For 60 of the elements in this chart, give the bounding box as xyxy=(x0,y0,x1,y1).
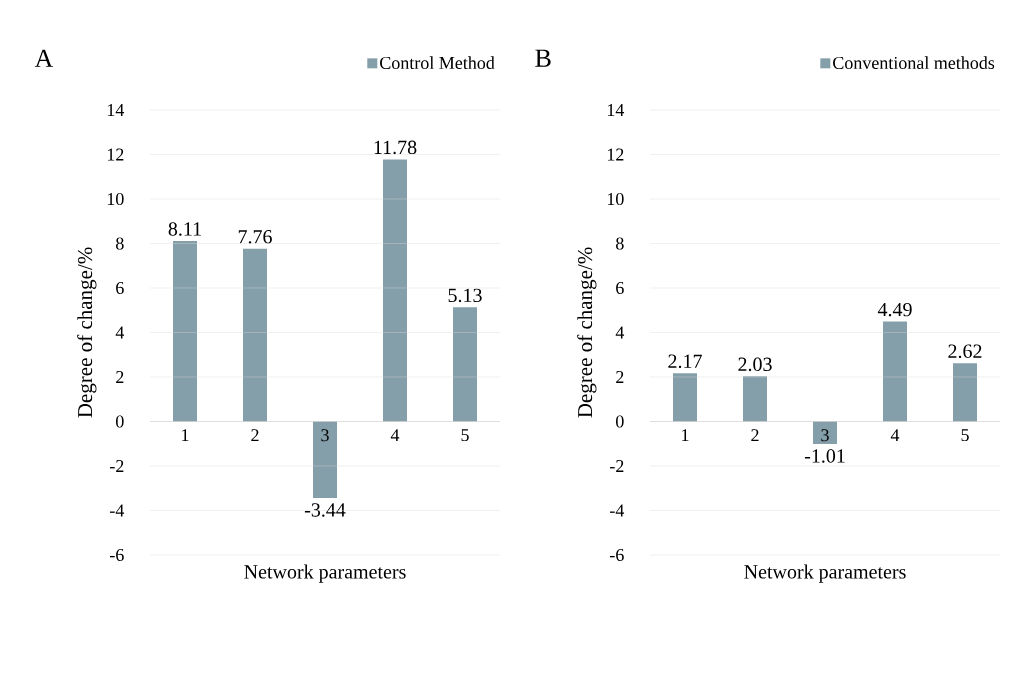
y-tick-label: 8 xyxy=(616,237,624,250)
data-label: 4.49 xyxy=(877,302,912,317)
chart-title: A xyxy=(34,49,54,67)
y-tick-label: 2 xyxy=(116,371,124,383)
y-tick-label: -2 xyxy=(110,460,124,472)
bar xyxy=(313,421,337,499)
data-label: 2.62 xyxy=(948,344,982,358)
y-tick-label: 12 xyxy=(107,148,124,161)
y-tick-label: 14 xyxy=(107,104,125,116)
y-tick-label: -4 xyxy=(110,504,125,517)
y-axis-title: Degree of change/% xyxy=(77,247,97,418)
y-axis-title: Degree of change/% xyxy=(577,247,597,418)
y-tick-label: -6 xyxy=(610,548,624,562)
bar xyxy=(813,421,838,444)
bar xyxy=(243,248,267,422)
bar xyxy=(743,376,768,422)
y-tick-label: 14 xyxy=(607,104,625,116)
x-tick-label: 5 xyxy=(961,429,969,442)
chart-title: B xyxy=(535,49,551,67)
y-tick-label: -2 xyxy=(610,460,624,472)
y-tick-label: 6 xyxy=(116,281,124,295)
data-label: 8.11 xyxy=(168,222,201,236)
data-label: 2.17 xyxy=(668,354,702,369)
legend-label: Conventional methods xyxy=(833,56,995,70)
x-tick-label: 1 xyxy=(182,429,189,442)
bar xyxy=(953,363,978,422)
y-tick-label: 10 xyxy=(107,192,124,206)
y-tick-label: 4 xyxy=(115,326,125,339)
x-tick-label: 3 xyxy=(321,429,329,442)
x-tick-label: 1 xyxy=(682,429,689,442)
x-tick-label: 4 xyxy=(890,429,900,442)
bar xyxy=(673,373,698,422)
x-tick-label: 5 xyxy=(461,429,469,442)
y-tick-label: 0 xyxy=(616,415,624,428)
y-tick-label: -4 xyxy=(610,504,625,517)
bar xyxy=(453,307,478,422)
bar xyxy=(173,241,197,422)
y-tick-label: 10 xyxy=(607,192,624,206)
x-tick-label: 2 xyxy=(251,429,259,442)
bar xyxy=(883,321,908,422)
data-label: -3.44 xyxy=(304,503,346,517)
x-tick-label: 2 xyxy=(751,429,759,442)
x-tick-label: 3 xyxy=(821,429,829,442)
y-tick-label: 6 xyxy=(616,281,624,295)
x-axis-title: Network parameters xyxy=(744,564,906,583)
data-label: 2.03 xyxy=(738,357,772,372)
y-tick-label: 2 xyxy=(616,371,624,383)
y-tick-label: 12 xyxy=(607,148,624,161)
y-tick-label: -6 xyxy=(110,548,124,562)
x-axis-title: Network parameters xyxy=(244,564,406,583)
bar xyxy=(383,159,407,422)
legend-label: Control Method xyxy=(380,56,495,70)
data-label: 7.76 xyxy=(238,230,272,244)
y-tick-label: 4 xyxy=(615,326,625,339)
data-label: -1.01 xyxy=(804,449,845,463)
y-tick-label: 0 xyxy=(116,415,124,428)
y-tick-label: 8 xyxy=(116,237,124,250)
data-label: 11.78 xyxy=(374,140,417,155)
x-tick-label: 4 xyxy=(390,429,400,442)
data-label: 5.13 xyxy=(448,288,482,303)
